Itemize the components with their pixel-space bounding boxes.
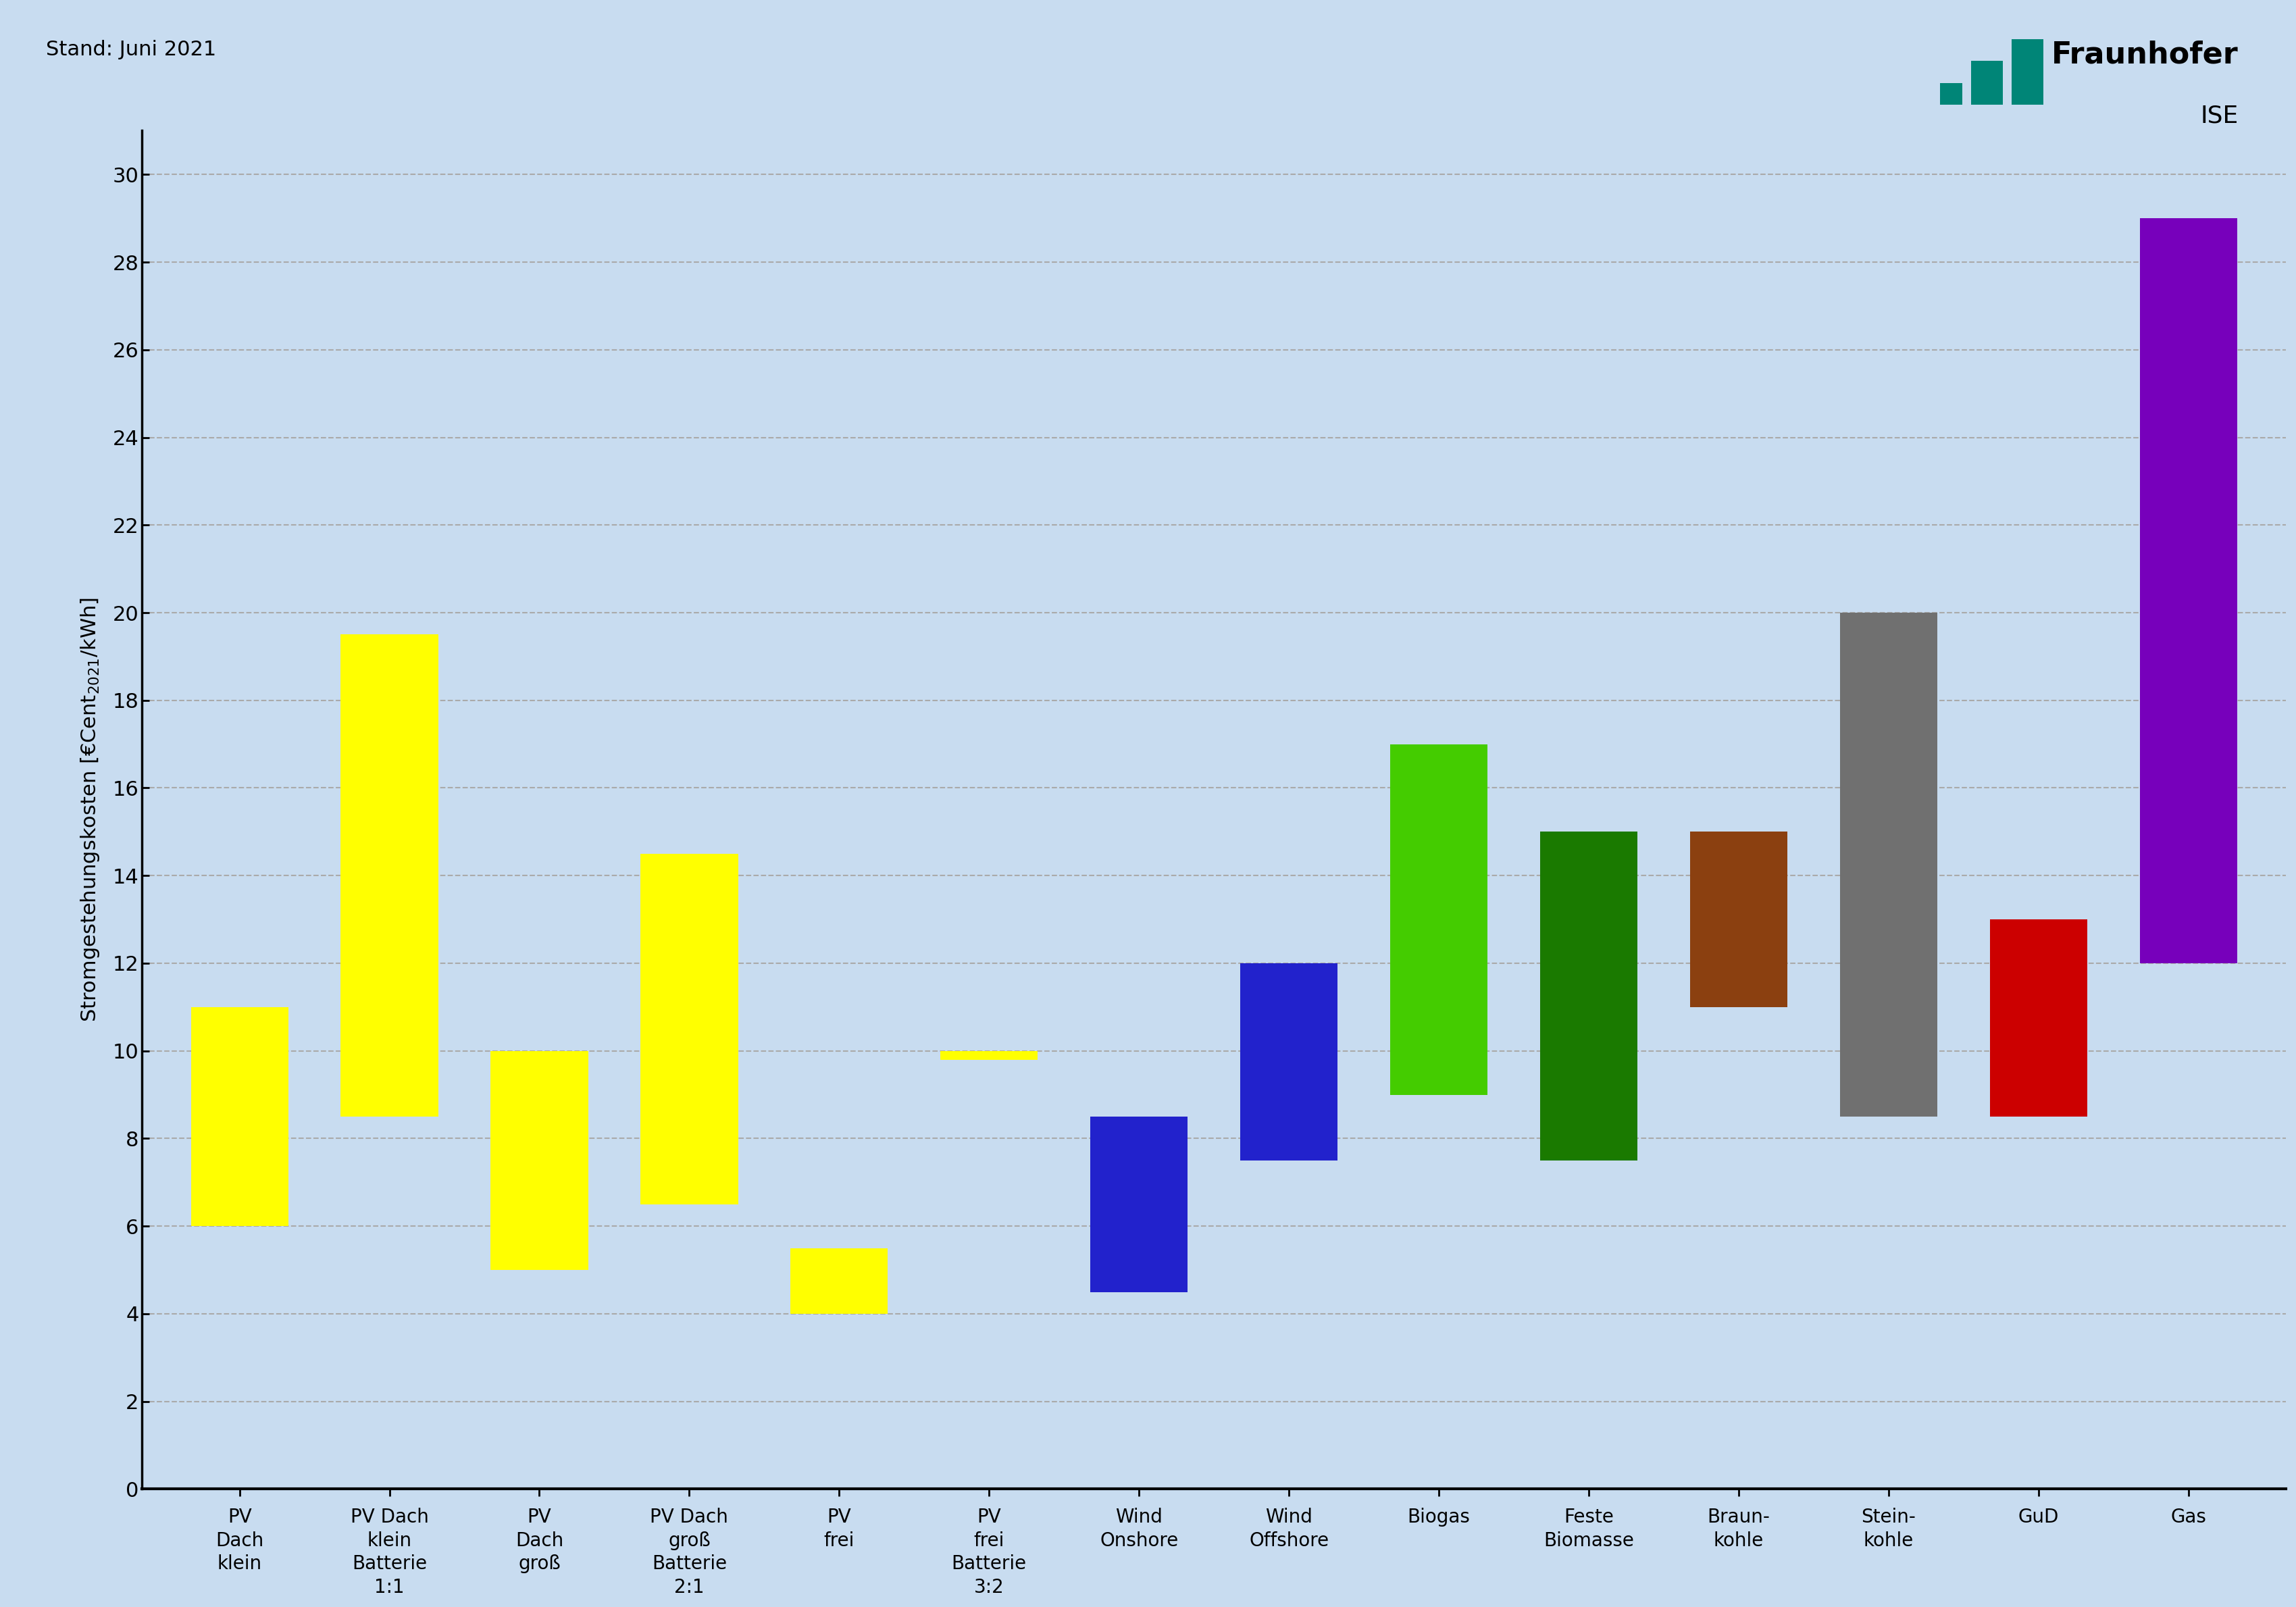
Y-axis label: Stromgestehungskosten [€Cent$_{2021}$/kWh]: Stromgestehungskosten [€Cent$_{2021}$/kW…: [78, 598, 101, 1022]
Bar: [1389, 744, 1488, 1094]
Bar: [340, 635, 439, 1117]
Text: ISE: ISE: [2200, 104, 2239, 127]
Bar: [1991, 919, 2087, 1117]
Bar: [2011, 39, 2043, 104]
Bar: [641, 853, 737, 1204]
Bar: [1690, 832, 1786, 1008]
Bar: [191, 1008, 289, 1226]
Bar: [1240, 963, 1339, 1160]
Bar: [1091, 1117, 1187, 1292]
Bar: [1970, 61, 2002, 104]
Bar: [1931, 82, 1963, 104]
Text: Fraunhofer: Fraunhofer: [2053, 40, 2239, 69]
Text: Stand: Juni 2021: Stand: Juni 2021: [46, 40, 216, 59]
Bar: [790, 1249, 889, 1315]
Bar: [1839, 612, 1938, 1117]
Bar: [1541, 832, 1637, 1160]
Bar: [941, 1051, 1038, 1059]
Bar: [2140, 219, 2236, 963]
Bar: [491, 1051, 588, 1270]
